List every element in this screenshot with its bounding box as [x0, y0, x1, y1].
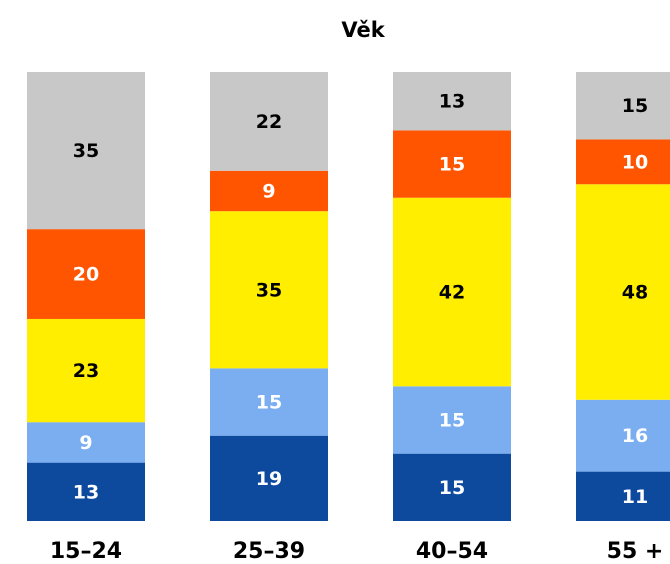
- value-label: 10: [622, 151, 648, 173]
- bar-segment: [393, 72, 511, 131]
- value-label: 15: [256, 392, 282, 414]
- bar-segment: [393, 386, 511, 454]
- value-label: 16: [622, 425, 648, 447]
- value-label: 15: [439, 409, 465, 431]
- bar-segment: [27, 318, 145, 423]
- bar-segment: [210, 72, 328, 171]
- bar-segment: [27, 72, 145, 230]
- value-label: 15: [439, 154, 465, 176]
- bar-segment: [210, 170, 328, 212]
- bar-segment: [210, 368, 328, 436]
- value-label: 48: [622, 282, 648, 304]
- bar-segment: [27, 462, 145, 521]
- value-label: 13: [73, 481, 99, 503]
- chart-title: Věk: [341, 18, 385, 42]
- value-label: 19: [256, 468, 282, 490]
- x-tick-label: 15–24: [50, 539, 122, 564]
- bar-segment: [393, 130, 511, 198]
- bar-segment: [393, 453, 511, 521]
- value-label: 23: [73, 360, 99, 382]
- bar-segment: [27, 422, 145, 463]
- bar-segment: [576, 399, 670, 472]
- value-label: 22: [256, 111, 282, 133]
- value-label: 13: [439, 91, 465, 113]
- value-label: 15: [439, 477, 465, 499]
- value-label: 9: [79, 432, 92, 454]
- x-tick-label: 40–54: [416, 539, 488, 564]
- value-label: 20: [73, 264, 99, 286]
- value-label: 42: [439, 282, 465, 304]
- bar-segment: [576, 184, 670, 400]
- value-label: 35: [73, 140, 99, 162]
- value-label: 9: [262, 180, 275, 202]
- bar-segment: [576, 471, 670, 521]
- value-label: 11: [622, 486, 648, 508]
- bar-segment: [210, 435, 328, 521]
- x-tick-label: 25–39: [233, 539, 305, 564]
- value-label: 15: [622, 95, 648, 117]
- bar-segment: [393, 197, 511, 387]
- bar-segment: [576, 139, 670, 185]
- bar-segment: [27, 229, 145, 319]
- value-label: 35: [256, 279, 282, 301]
- bar-segment: [210, 211, 328, 369]
- x-tick-label: 55 +: [607, 539, 664, 564]
- bar-segment: [576, 72, 670, 140]
